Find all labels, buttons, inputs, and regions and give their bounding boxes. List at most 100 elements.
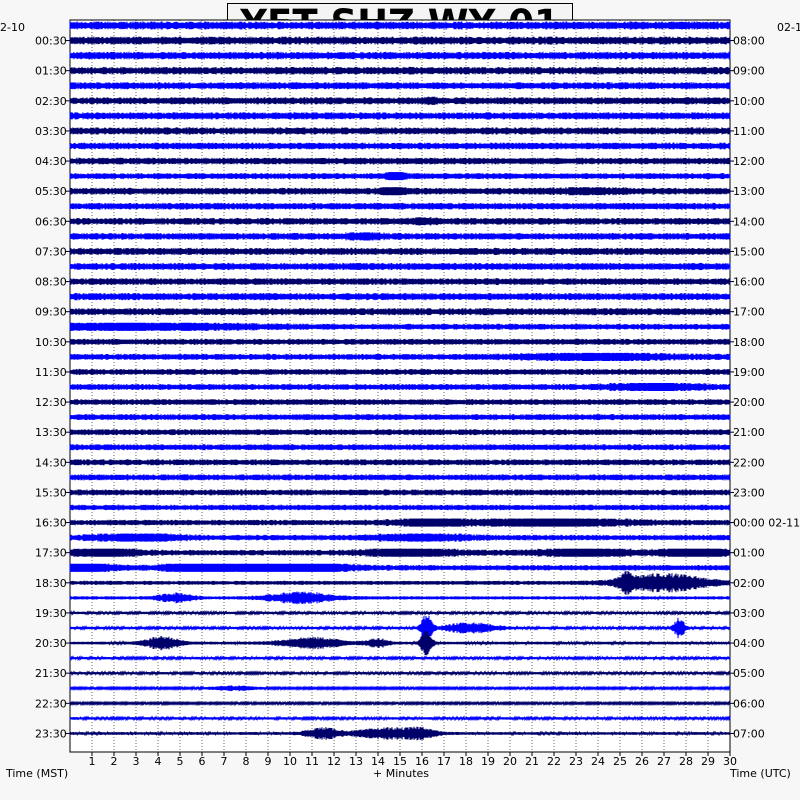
trace-line — [69, 96, 731, 105]
right-tick-label: 09:00 — [733, 65, 765, 78]
x-tick-label: 21 — [525, 755, 539, 768]
trace-line — [69, 36, 731, 45]
trace-line — [69, 570, 731, 595]
x-tick-label: 2 — [111, 755, 118, 768]
trace-line — [69, 127, 731, 135]
trace-line — [69, 726, 731, 741]
x-tick-label: 3 — [133, 755, 140, 768]
left-tick-label: 17:30 — [35, 547, 67, 560]
x-axis-title: + Minutes — [373, 767, 430, 780]
trace-line — [69, 262, 731, 271]
left-tick-label: 03:30 — [35, 125, 67, 138]
left-tick-label: 16:30 — [35, 517, 67, 530]
x-tick-label: 15 — [393, 755, 407, 768]
trace-line — [69, 474, 731, 481]
trace-line — [69, 631, 731, 656]
trace-line — [69, 700, 731, 707]
right-tick-label: 20:00 — [733, 396, 765, 409]
right-tick-label: 05:00 — [733, 667, 765, 680]
x-tick-label: 26 — [635, 755, 649, 768]
trace-line — [69, 548, 731, 557]
left-tick-label: 01:30 — [35, 65, 67, 78]
left-tick-label: 12:30 — [35, 396, 67, 409]
x-tick-label: 30 — [723, 755, 737, 768]
x-tick-label: 24 — [591, 755, 605, 768]
trace-line — [69, 278, 731, 286]
right-tick-label: 11:00 — [733, 125, 765, 138]
x-tick-label: 12 — [327, 755, 341, 768]
trace-line — [69, 112, 731, 120]
trace-line — [69, 352, 731, 361]
right-tick-label: 02:00 — [733, 577, 765, 590]
trace-line — [69, 202, 731, 210]
left-tick-label: 07:30 — [35, 245, 67, 258]
trace-line — [69, 292, 731, 301]
right-tick-label: 08:00 — [733, 35, 765, 48]
right-tick-label: 18:00 — [733, 336, 765, 349]
right-tick-label: 06:00 — [733, 697, 765, 710]
trace-line — [69, 66, 731, 75]
trace-line — [69, 444, 731, 451]
left-tick-label: 23:30 — [35, 727, 67, 740]
left-tick-label: 18:30 — [35, 577, 67, 590]
right-tick-label: 04:00 — [733, 637, 765, 650]
left-tick-label: 21:30 — [35, 667, 67, 680]
trace-line — [69, 715, 731, 722]
x-tick-label: 18 — [459, 755, 473, 768]
left-tick-label: 00:30 — [35, 35, 67, 48]
right-date-label: 02-1 — [777, 21, 800, 34]
x-tick-label: 29 — [701, 755, 715, 768]
left-tick-label: 15:30 — [35, 486, 67, 499]
left-tick-label: 10:30 — [35, 336, 67, 349]
left-tick-label: 09:30 — [35, 306, 67, 319]
left-tick-label: 19:30 — [35, 607, 67, 620]
right-tick-label: 21:00 — [733, 426, 765, 439]
left-tick-label: 02:30 — [35, 95, 67, 108]
x-tick-label: 1 — [89, 755, 96, 768]
right-tick-label: 03:00 — [733, 607, 765, 620]
trace-line — [69, 21, 731, 30]
left-tick-label: 11:30 — [35, 366, 67, 379]
x-tick-label: 13 — [349, 755, 363, 768]
trace-line — [69, 670, 731, 677]
trace-line — [69, 232, 731, 241]
x-tick-label: 7 — [221, 755, 228, 768]
trace-line — [69, 518, 731, 527]
trace-line — [69, 82, 731, 90]
right-tick-label: 15:00 — [733, 245, 765, 258]
trace-line — [69, 563, 731, 572]
left-tick-label: 13:30 — [35, 426, 67, 439]
trace-line — [69, 382, 731, 392]
right-tick-label: 12:00 — [733, 155, 765, 168]
left-tick-label: 22:30 — [35, 697, 67, 710]
x-tick-label: 23 — [569, 755, 583, 768]
trace-line — [69, 655, 731, 662]
right-tick-label: 10:00 — [733, 95, 765, 108]
x-tick-label: 10 — [283, 755, 297, 768]
x-tick-label: 16 — [415, 755, 429, 768]
right-tick-label: 17:00 — [733, 306, 765, 319]
x-tick-label: 8 — [243, 755, 250, 768]
trace-line — [69, 591, 731, 605]
right-tick-label: 23:00 — [733, 486, 765, 499]
left-date-label: 2-10 — [0, 21, 25, 34]
right-tick-label: 16:00 — [733, 276, 765, 289]
trace-line — [69, 615, 731, 641]
x-tick-label: 22 — [547, 755, 561, 768]
trace-line — [69, 322, 731, 331]
x-tick-label: 17 — [437, 755, 451, 768]
left-tick-label: 06:30 — [35, 215, 67, 228]
left-tick-label: 14:30 — [35, 456, 67, 469]
trace-line — [69, 504, 731, 511]
left-tick-label: 05:30 — [35, 185, 67, 198]
right-tick-label: 00:00 02-11 — [733, 517, 800, 530]
right-tick-label: 13:00 — [733, 185, 765, 198]
trace-line — [69, 142, 731, 150]
trace-line — [69, 308, 731, 316]
x-tick-label: 14 — [371, 755, 385, 768]
trace-line — [69, 398, 731, 406]
right-tick-label: 14:00 — [733, 215, 765, 228]
x-tick-label: 27 — [657, 755, 671, 768]
trace-line — [69, 413, 731, 421]
